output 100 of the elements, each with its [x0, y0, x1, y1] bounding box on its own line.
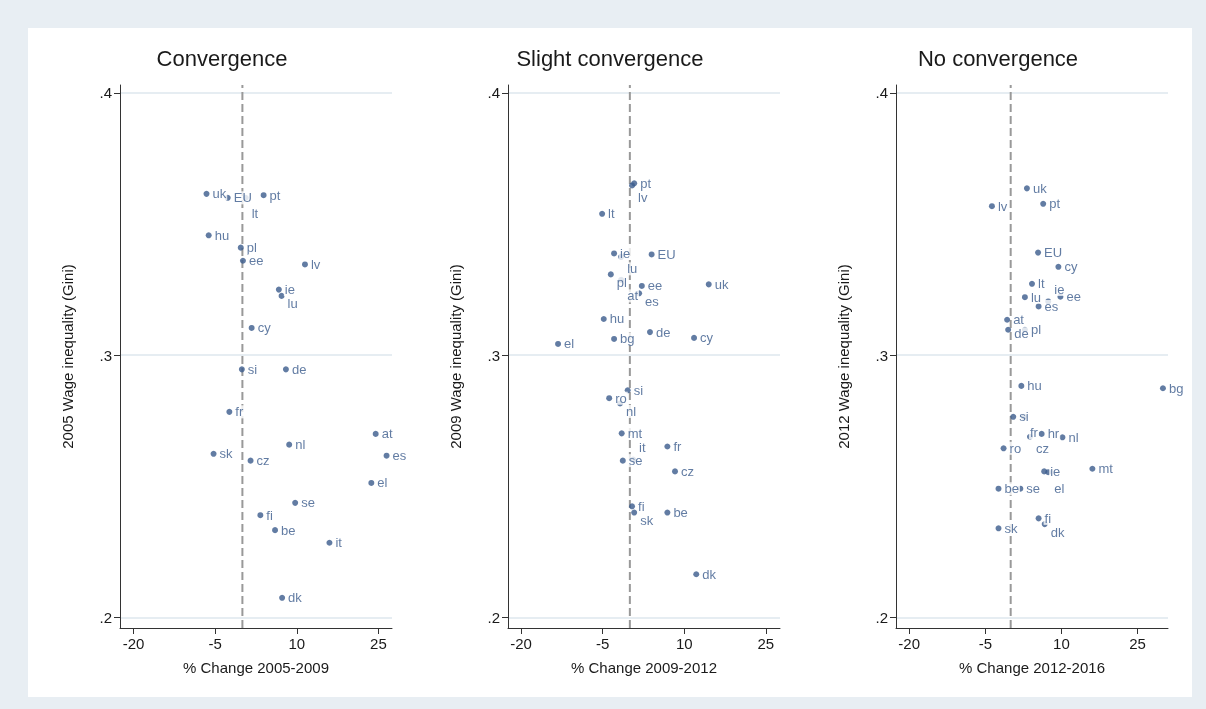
- data-label: it: [335, 535, 343, 551]
- data-label: be: [673, 505, 688, 521]
- data-label: at: [1013, 312, 1025, 328]
- x-tick-label: -5: [595, 635, 610, 652]
- data-label: uk: [714, 276, 729, 292]
- data-label: cy: [257, 320, 272, 336]
- data-label: mt: [1098, 461, 1114, 477]
- data-label: ie: [620, 245, 631, 261]
- y-tick-label: .2: [99, 609, 112, 627]
- data-label: lt: [608, 206, 615, 222]
- y-tick-label: .3: [99, 346, 112, 364]
- data-label: el: [377, 475, 388, 491]
- data-label: ie: [1054, 281, 1065, 297]
- x-tick-label: 10: [288, 635, 306, 652]
- data-label: dk: [702, 566, 717, 582]
- data-label: at: [381, 426, 393, 442]
- data-label: si: [633, 382, 644, 398]
- y-axis-title: 2009 Wage inequality (Gini): [447, 264, 464, 449]
- x-axis-title: % Change 2005-2009: [183, 659, 329, 676]
- x-tick-label: 25: [757, 635, 775, 652]
- data-label: fr: [673, 438, 682, 454]
- data-label: mt: [627, 425, 643, 441]
- data-label: ro: [615, 390, 627, 406]
- x-tick-label: -5: [978, 635, 992, 652]
- x-axis-title: % Change 2012-2016: [959, 659, 1105, 676]
- data-label: lt: [251, 206, 259, 222]
- data-label: be: [281, 522, 296, 538]
- data-label: se: [1026, 481, 1041, 497]
- data-label: dk: [288, 590, 303, 606]
- data-label: cy: [700, 330, 714, 346]
- data-label: ee: [248, 253, 264, 269]
- data-label: cy: [1064, 259, 1078, 275]
- data-label: bg: [1168, 380, 1184, 396]
- data-label: at: [627, 288, 639, 304]
- data-label: ie: [1050, 463, 1061, 479]
- y-tick-label: .2: [875, 609, 888, 627]
- x-tick-label: -20: [898, 635, 921, 652]
- data-label: be: [1004, 481, 1019, 497]
- data-label: cz: [1035, 441, 1049, 457]
- x-tick-label: 10: [1053, 635, 1070, 652]
- data-label: de: [655, 324, 671, 340]
- data-label: EU: [233, 190, 252, 206]
- data-label: se: [301, 495, 315, 511]
- x-tick-label: 10: [675, 635, 693, 652]
- chart-title: Convergence: [156, 45, 288, 71]
- data-label: sk: [640, 513, 654, 529]
- data-label: lt: [1038, 276, 1045, 292]
- x-tick-label: -5: [208, 635, 222, 652]
- data-label: si: [247, 361, 258, 377]
- data-label: fr: [1029, 425, 1039, 441]
- data-label: cz: [256, 453, 270, 469]
- y-tick-label: .3: [487, 346, 500, 364]
- data-label: ro: [1009, 440, 1022, 456]
- y-axis-title: 2012 Wage inequality (Gini): [835, 264, 852, 449]
- data-label: es: [392, 448, 407, 464]
- data-label: bg: [620, 331, 635, 347]
- data-label: es: [645, 293, 660, 309]
- data-label: de: [291, 361, 307, 377]
- data-label: hu: [609, 311, 625, 327]
- data-label: hr: [1047, 426, 1060, 442]
- data-label: lv: [310, 256, 321, 272]
- x-axis-title: % Change 2009-2012: [571, 659, 717, 676]
- x-tick-label: 25: [370, 635, 387, 652]
- y-axis-title: 2005 Wage inequality (Gini): [59, 264, 76, 449]
- data-label: dk: [1050, 524, 1065, 540]
- data-label: hu: [214, 227, 230, 243]
- data-label: ie: [284, 282, 295, 298]
- data-label: el: [564, 336, 575, 352]
- data-label: uk: [212, 186, 227, 202]
- chart-title: Slight convergence: [516, 45, 704, 71]
- data-label: lu: [627, 261, 638, 277]
- data-label: si: [1019, 409, 1029, 425]
- data-label: lv: [638, 189, 648, 205]
- data-label: fi: [266, 507, 273, 523]
- data-label: ee: [647, 278, 663, 294]
- data-label: pl: [616, 274, 628, 290]
- data-label: nl: [295, 437, 306, 453]
- data-label: pt: [1049, 196, 1061, 212]
- data-label: it: [639, 440, 647, 456]
- data-label: sk: [219, 446, 234, 462]
- data-label: pt: [640, 175, 652, 191]
- data-label: lu: [1030, 289, 1042, 305]
- chart-title: No convergence: [917, 45, 1079, 71]
- data-label: fi: [1044, 510, 1052, 526]
- data-label: lv: [997, 198, 1008, 214]
- data-label: lu: [287, 296, 298, 312]
- data-label: se: [628, 453, 643, 469]
- y-tick-label: .4: [99, 84, 112, 102]
- y-tick-label: .2: [487, 609, 500, 627]
- data-label: pl: [1030, 322, 1042, 338]
- data-label: hu: [1027, 378, 1042, 394]
- data-label: de: [1014, 326, 1029, 342]
- data-label: nl: [626, 403, 637, 419]
- data-label: fi: [638, 498, 645, 514]
- x-tick-label: -20: [122, 635, 145, 652]
- x-tick-label: 25: [1129, 635, 1146, 652]
- data-label: sk: [1004, 520, 1019, 536]
- data-label: uk: [1032, 180, 1048, 196]
- data-label: fr: [235, 404, 244, 420]
- data-label: nl: [1068, 429, 1079, 445]
